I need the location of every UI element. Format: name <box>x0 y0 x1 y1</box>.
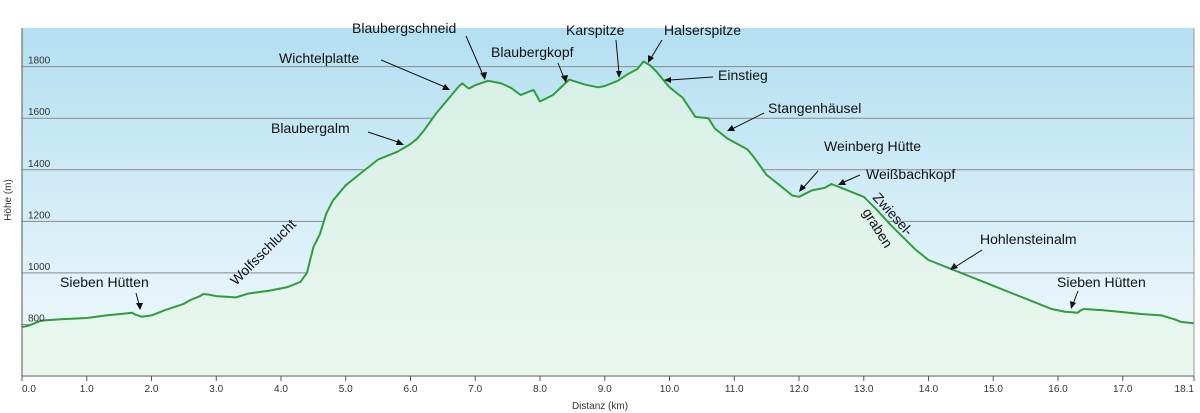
x-tick-label: 16.0 <box>1048 384 1068 395</box>
x-tick-label: 10.0 <box>660 384 680 395</box>
annotation-arrowhead <box>838 179 846 185</box>
x-tick-label: 18.1 <box>1175 384 1195 395</box>
annotation-arrowhead <box>561 75 568 83</box>
y-tick-label: 800 <box>28 313 45 324</box>
x-tick-label: 3.0 <box>209 384 223 395</box>
x-tick-label: 1.0 <box>80 384 94 395</box>
x-tick-label: 6.0 <box>404 384 418 395</box>
y-tick-label: 1200 <box>28 210 51 221</box>
annotation-arrow <box>669 76 714 81</box>
annotation-arrow <box>802 170 819 189</box>
annotation-label: Sieben Hütten <box>60 274 149 290</box>
annotation-arrowhead <box>442 84 450 90</box>
annotation-arrow <box>367 131 399 143</box>
y-axis-title: Höhe (m) <box>3 179 14 221</box>
annotation-arrow <box>465 35 484 76</box>
x-tick-label: 0.0 <box>22 384 36 395</box>
x-tick-label: 2.0 <box>145 384 159 395</box>
annotation-arrow <box>557 62 565 79</box>
x-tick-label: 17.0 <box>1113 384 1133 395</box>
annotation-arrowhead <box>396 139 404 145</box>
x-tick-label: 4.0 <box>274 384 288 395</box>
x-tick-label: 13.0 <box>854 384 874 395</box>
y-tick-label: 1000 <box>28 262 51 273</box>
x-tick-label: 14.0 <box>919 384 939 395</box>
annotation-label: Blaubergalm <box>271 120 350 136</box>
annotation-label: Karspitze <box>566 22 625 38</box>
annotation-arrow <box>650 39 663 59</box>
annotation-arrowhead <box>136 303 143 310</box>
x-tick-label: 11.0 <box>725 384 744 395</box>
y-tick-label: 1600 <box>28 107 51 118</box>
annotation-arrowhead <box>616 71 622 78</box>
x-axis-title: Distanz (km) <box>572 401 628 412</box>
x-tick-label: 9.0 <box>598 384 612 395</box>
y-axis-ticks: 800 1000 1200 1400 1600 1800 <box>28 56 51 325</box>
annotation-arrow <box>731 112 765 130</box>
y-tick-label: 1800 <box>28 56 51 67</box>
x-tick-label: 12.0 <box>789 384 809 395</box>
annotation-label: Sieben Hütten <box>1057 274 1146 290</box>
annotation-label: Einstieg <box>718 67 768 83</box>
annotation-arrowhead <box>664 77 671 83</box>
annotation-label: Wichtelplatte <box>279 50 359 66</box>
annotation-arrow <box>615 39 620 74</box>
annotation-label: Hohlensteinalm <box>980 231 1077 247</box>
y-tick-label: 1400 <box>28 159 51 170</box>
x-tick-label: 5.0 <box>339 384 353 395</box>
annotation-label: Halserspitze <box>664 22 741 38</box>
annotation-arrowhead <box>727 125 735 131</box>
annotation-label: Blaubergschneid <box>352 20 456 36</box>
x-tick-label: 8.0 <box>533 384 547 395</box>
annotation-label: Weißbachkopf <box>866 166 955 182</box>
annotation-arrow <box>843 174 861 183</box>
annotation-arrow <box>954 249 983 268</box>
annotation-arrow <box>1072 290 1079 305</box>
annotation-label: Stangenhäusel <box>768 100 861 116</box>
elevation-area-fill <box>22 61 1194 375</box>
annotation-arrowhead <box>950 263 958 270</box>
annotation-arrowhead <box>480 72 487 80</box>
annotation-arrowhead <box>648 55 654 63</box>
annotation-arrowhead <box>1070 301 1076 309</box>
annotation-label: Weinberg Hütte <box>824 138 921 154</box>
x-axis-ticks: 0.0 1.0 2.0 3.0 4.0 5.0 6.0 7.0 8.0 9.0 10.0 11.0 12… <box>21 376 1195 395</box>
annotation-arrow <box>380 59 446 88</box>
annotation-arrowhead <box>799 184 806 192</box>
annotation-label: Blaubergkopf <box>491 44 574 60</box>
x-tick-label: 15.0 <box>984 384 1004 395</box>
x-tick-label: 7.0 <box>468 384 482 395</box>
